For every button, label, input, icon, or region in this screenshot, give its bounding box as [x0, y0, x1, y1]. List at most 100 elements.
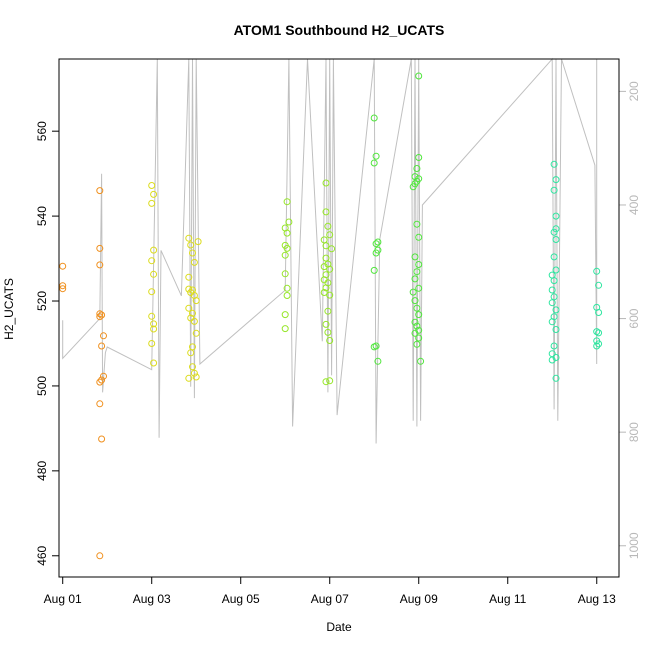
data-point [548, 286, 556, 294]
data-point [415, 284, 423, 292]
data-point [187, 241, 195, 249]
y-tick-label: 520 [35, 291, 49, 311]
data-point [98, 435, 106, 443]
data-point [322, 254, 330, 262]
data-point [185, 234, 193, 242]
data-point [370, 266, 378, 274]
data-point [595, 281, 603, 289]
data-point [326, 291, 334, 299]
data-point [372, 240, 380, 248]
data-point [417, 357, 425, 365]
data-point [413, 268, 421, 276]
x-tick-label: Aug 13 [578, 592, 616, 606]
data-point [189, 309, 196, 317]
data-point [322, 320, 330, 328]
data-point [190, 369, 198, 377]
data-point [320, 236, 328, 244]
right-tick-label: 1000 [627, 532, 641, 559]
y-tick-label: 500 [35, 376, 49, 396]
data-point [189, 249, 196, 257]
series-1 [148, 182, 202, 382]
data-point [411, 253, 419, 261]
data-point [552, 266, 560, 274]
data-point [96, 552, 104, 560]
data-point [96, 187, 104, 195]
x-axis-label: Date [326, 620, 352, 634]
data-point [96, 378, 104, 386]
data-point [550, 228, 558, 236]
data-point [550, 342, 558, 350]
data-point [320, 276, 328, 284]
data-point [281, 270, 289, 278]
data-point [550, 293, 558, 301]
data-point [281, 325, 289, 333]
data-point [328, 245, 336, 253]
data-point [96, 313, 104, 321]
data-point [322, 179, 330, 187]
data-point [415, 154, 423, 161]
data-point [148, 340, 156, 347]
data-point [98, 311, 106, 319]
data-point [415, 233, 423, 241]
data-point [148, 257, 156, 265]
right-tick-label: 600 [627, 308, 641, 328]
right-tick-label: 800 [627, 422, 641, 442]
data-point [415, 334, 423, 342]
y-tick-label: 560 [35, 121, 49, 141]
data-point [96, 400, 104, 408]
points-layer [59, 72, 603, 560]
series-2 [281, 179, 336, 386]
data-point [409, 183, 417, 191]
data-point [593, 328, 601, 336]
data-point [548, 299, 556, 307]
axes-layer: Aug 01 Aug 03 Aug 05 Aug 07 Aug 09 Aug 11 Aug … [35, 81, 641, 606]
data-point [413, 165, 421, 172]
data-point [595, 329, 603, 337]
plot-frame [58, 58, 620, 578]
data-point [185, 304, 193, 312]
data-point [372, 342, 380, 350]
data-point [411, 275, 419, 283]
data-point [281, 311, 289, 319]
data-point [283, 284, 291, 292]
data-point [326, 231, 334, 239]
data-point [324, 307, 332, 315]
data-point [550, 160, 558, 168]
data-point [593, 267, 601, 275]
data-point [150, 320, 158, 328]
data-point [552, 374, 560, 382]
data-point [320, 289, 328, 296]
data-point [322, 208, 330, 216]
data-point [411, 297, 419, 305]
series-0 [59, 187, 107, 560]
data-point [100, 332, 107, 340]
data-point [372, 152, 380, 160]
data-point [189, 363, 196, 371]
data-point [550, 186, 558, 194]
data-point [150, 190, 158, 198]
data-point [413, 220, 421, 228]
data-point [194, 238, 202, 246]
data-point [285, 218, 293, 226]
data-point [595, 309, 603, 316]
data-point [411, 173, 419, 181]
data-point [552, 225, 560, 233]
x-tick-label: Aug 09 [400, 592, 438, 606]
data-point [370, 114, 378, 122]
right-tick-label: 400 [627, 195, 641, 215]
data-point [326, 265, 334, 273]
data-point [96, 244, 104, 252]
series-3 [370, 72, 425, 365]
data-point [59, 285, 67, 293]
data-point [374, 238, 382, 246]
data-point [281, 251, 289, 259]
y-tick-label: 540 [35, 206, 49, 226]
data-point [372, 249, 380, 257]
chart-title: ATOM1 Southbound H2_UCATS [234, 22, 445, 38]
data-point [283, 229, 291, 237]
data-point [148, 182, 156, 189]
data-point [550, 277, 558, 285]
data-point [552, 306, 560, 314]
data-point [150, 270, 158, 278]
data-point [148, 312, 156, 320]
